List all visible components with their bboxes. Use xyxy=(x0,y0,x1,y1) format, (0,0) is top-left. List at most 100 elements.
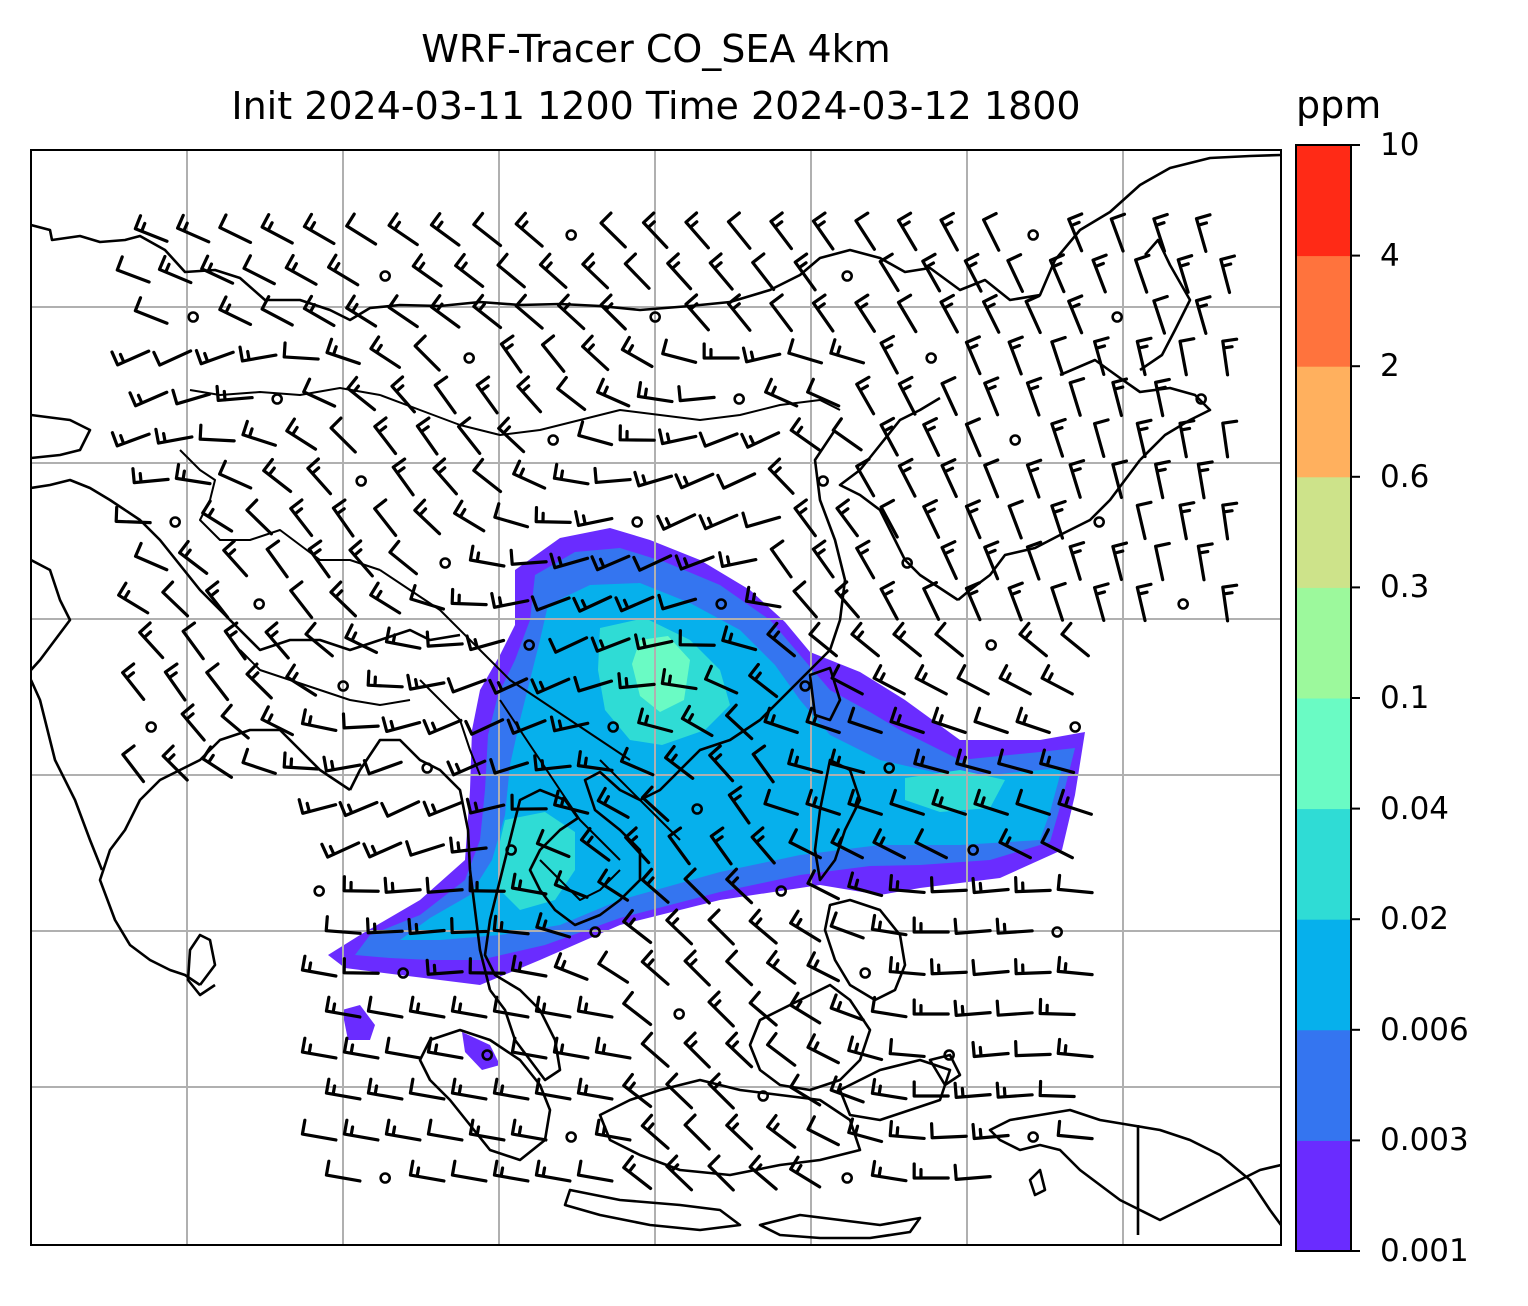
wind-barb xyxy=(640,949,670,986)
calm-wind-marker xyxy=(757,1090,769,1102)
wind-barb xyxy=(995,1081,1034,1099)
wind-barb xyxy=(181,621,205,661)
wind-barb xyxy=(128,390,169,408)
wind-barb xyxy=(763,788,799,816)
wind-barb xyxy=(556,375,587,412)
calm-wind-marker xyxy=(673,1008,685,1020)
wind-barb xyxy=(492,1077,530,1101)
calm-wind-marker xyxy=(1051,926,1063,938)
wind-barb xyxy=(708,744,735,783)
wind-barb xyxy=(830,664,864,696)
wind-barb xyxy=(872,664,906,696)
wind-barb xyxy=(579,827,611,862)
wind-barb xyxy=(707,990,735,1028)
calm-wind-marker xyxy=(463,352,475,364)
wind-barb xyxy=(117,581,150,615)
wind-barb xyxy=(1092,582,1110,622)
colorbar-tick-label: 0.3 xyxy=(1380,569,1430,606)
wind-barb xyxy=(1154,541,1171,582)
wind-barb xyxy=(640,1031,670,1068)
wind-barb xyxy=(1135,500,1153,541)
wind-barb xyxy=(618,424,656,442)
wind-barb xyxy=(300,708,338,733)
wind-barb xyxy=(982,211,1001,252)
wind-barb xyxy=(454,252,485,288)
wind-barb xyxy=(365,917,404,935)
wind-barb xyxy=(704,664,739,695)
wind-barb xyxy=(934,621,964,658)
wind-barb xyxy=(806,1033,840,1065)
wind-barb xyxy=(325,337,361,366)
calm-wind-marker xyxy=(859,967,871,979)
wind-barb xyxy=(879,580,899,621)
wind-barb xyxy=(581,252,610,290)
wind-barb xyxy=(835,498,859,538)
wind-barb xyxy=(888,1038,926,1059)
wind-barb xyxy=(535,912,572,939)
wind-barb xyxy=(581,334,610,372)
calm-wind-marker xyxy=(649,311,661,323)
calm-wind-marker xyxy=(439,557,451,569)
wind-barb xyxy=(805,788,841,816)
wind-barb xyxy=(850,621,880,658)
wind-barb xyxy=(497,416,526,454)
wind-barb xyxy=(407,917,446,936)
wind-barb xyxy=(422,718,463,736)
colorbar-tick-label: 0.02 xyxy=(1380,901,1450,938)
wind-barb xyxy=(870,913,908,937)
calm-wind-marker xyxy=(1195,393,1207,405)
wind-barb xyxy=(1194,213,1212,253)
wind-barb xyxy=(408,1077,446,1101)
wind-barb xyxy=(707,1154,735,1192)
colorbar-tick-label: 0.1 xyxy=(1380,680,1430,716)
wind-barb xyxy=(1067,212,1084,253)
wind-barb xyxy=(285,417,318,451)
calm-wind-marker xyxy=(841,1172,853,1184)
wind-barb xyxy=(764,377,799,408)
wind-barb xyxy=(683,949,711,987)
calm-wind-marker xyxy=(1027,229,1039,241)
wind-barb xyxy=(450,1077,488,1101)
wind-barb xyxy=(805,706,841,735)
wind-barb xyxy=(282,751,320,771)
wind-barb xyxy=(1135,418,1153,459)
colorbar-segment xyxy=(1296,1140,1351,1252)
wind-barb xyxy=(740,431,781,449)
wind-barb xyxy=(640,785,670,822)
wind-barb xyxy=(914,664,948,696)
wind-barb xyxy=(1178,337,1196,377)
wind-barbs xyxy=(110,211,1239,1192)
wind-barb xyxy=(766,621,796,658)
wind-barb xyxy=(366,995,404,1019)
wind-barb xyxy=(302,212,336,246)
wind-barb xyxy=(806,1115,840,1147)
wind-barb xyxy=(879,498,899,539)
calm-wind-marker xyxy=(733,393,745,405)
wind-barb xyxy=(596,377,631,408)
wind-barb xyxy=(413,498,442,536)
wind-barb xyxy=(198,423,236,443)
wind-barb xyxy=(538,252,568,289)
wind-barb xyxy=(468,1118,506,1142)
wind-barb xyxy=(200,254,235,285)
wind-barb xyxy=(265,539,289,579)
wind-barb xyxy=(953,999,992,1017)
wind-barb xyxy=(620,335,654,369)
wind-barb xyxy=(552,1036,590,1060)
wind-barb xyxy=(1154,459,1171,500)
wind-barb xyxy=(619,746,655,777)
wind-barb xyxy=(516,375,543,414)
wind-barb xyxy=(1178,501,1196,541)
wind-barb xyxy=(1135,336,1153,377)
wind-barb xyxy=(888,1120,926,1141)
wind-barb xyxy=(510,1036,548,1060)
wind-barb xyxy=(1007,335,1024,376)
wind-barb xyxy=(384,1036,422,1060)
wind-barb xyxy=(847,871,884,898)
wind-barb xyxy=(453,499,486,533)
wind-barb xyxy=(657,593,698,611)
wind-barb xyxy=(765,1031,797,1067)
wind-barb xyxy=(548,636,589,654)
wind-barb xyxy=(971,1122,1010,1141)
